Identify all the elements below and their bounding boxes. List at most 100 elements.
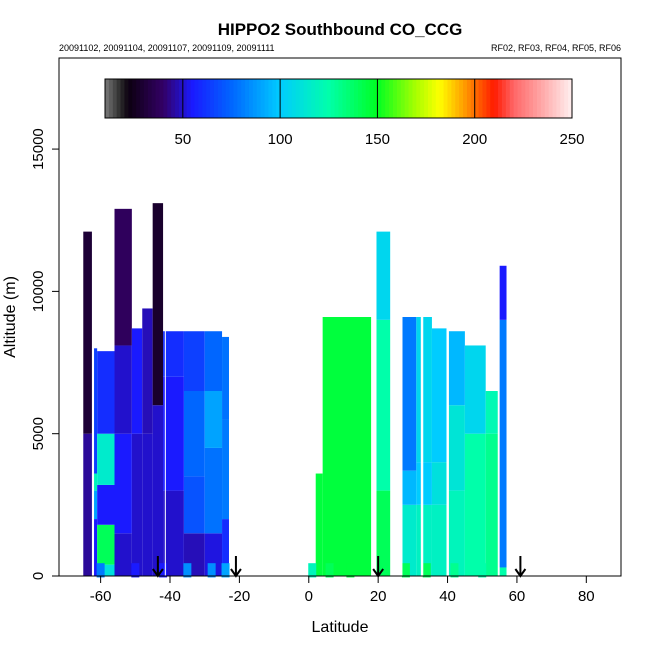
colorbar-segment-20 <box>182 79 188 118</box>
y-tick-label-1: 5000 <box>30 417 47 450</box>
curtain-cell-1-2 <box>91 473 98 491</box>
y-tick-label-2: 10000 <box>30 271 47 313</box>
colorbar-segment-11 <box>147 79 153 118</box>
curtain-cell-17-2 <box>447 331 465 406</box>
colorbar-segment-93 <box>466 79 472 118</box>
colorbar-segment-35 <box>241 79 246 118</box>
colorbar-segment-47 <box>287 79 293 118</box>
colorbar: 50 100 150 200 250 <box>104 78 585 148</box>
colorbar-segment-10 <box>143 79 149 118</box>
colorbar-segment-119 <box>568 79 573 118</box>
data-gap-4 <box>420 59 424 576</box>
colorbar-segment-28 <box>213 79 219 118</box>
curtain-cell-15-0 <box>416 504 432 576</box>
curtain-cell-15-1 <box>416 462 432 505</box>
colorbar-segment-74 <box>392 79 398 118</box>
colorbar-segment-26 <box>206 79 211 118</box>
surface-point-6 <box>308 563 317 578</box>
curtain-cell-4-1 <box>131 328 143 434</box>
colorbar-segment-100 <box>494 79 499 118</box>
colorbar-segment-95 <box>474 79 480 118</box>
colorbar-segment-87 <box>443 79 449 118</box>
colorbar-segment-65 <box>357 79 363 118</box>
curtain-cell-11-0 <box>315 473 323 576</box>
surface-point-11 <box>450 563 459 578</box>
curtain-cell-2-1 <box>97 524 115 565</box>
x-tick-label-7: 80 <box>578 588 595 605</box>
colorbar-segment-24 <box>198 79 203 118</box>
colorbar-segment-110 <box>533 79 538 118</box>
surface-point-9 <box>401 563 410 578</box>
colorbar-segment-45 <box>280 79 285 118</box>
colorbar-segment-67 <box>365 79 371 118</box>
curtain-cell-3-3 <box>114 208 132 346</box>
curtain-cell-2-0 <box>97 564 115 576</box>
colorbar-tick-label-3: 200 <box>462 131 487 148</box>
curtain-cell-1-1 <box>91 490 98 520</box>
colorbar-segment-73 <box>389 79 394 118</box>
surface-point-7 <box>325 563 334 578</box>
y-axis: 0 5000 10000 15000 <box>30 128 59 580</box>
colorbar-segment-88 <box>447 79 452 118</box>
colorbar-segment-14 <box>159 79 164 118</box>
colorbar-segment-2 <box>112 79 118 118</box>
curtain-cell-14-1 <box>402 470 417 505</box>
colorbar-segment-91 <box>459 79 464 118</box>
colorbar-segment-68 <box>369 79 375 118</box>
colorbar-segment-97 <box>482 79 487 118</box>
curtain-cell-17-0 <box>447 490 465 576</box>
curtain-cell-19-1 <box>485 391 498 434</box>
colorbar-segment-52 <box>307 79 312 118</box>
curtain-cell-15-2 <box>416 317 432 463</box>
plot-frame <box>58 57 622 577</box>
colorbar-segment-107 <box>521 79 526 118</box>
surface-point-3 <box>183 563 192 578</box>
colorbar-segment-41 <box>264 79 270 118</box>
colorbar-segment-108 <box>525 79 530 118</box>
colorbar-segment-43 <box>272 79 277 118</box>
colorbar-segment-56 <box>322 79 328 118</box>
colorbar-segment-104 <box>509 79 515 118</box>
colorbar-segment-34 <box>237 79 242 118</box>
colorbar-segment-55 <box>319 79 324 118</box>
data-gap-2 <box>371 59 377 576</box>
colorbar-segment-90 <box>455 79 460 118</box>
data-gap-3 <box>390 59 403 576</box>
colorbar-segment-78 <box>408 79 414 118</box>
colorbar-segment-8 <box>136 79 141 118</box>
colorbar-segment-38 <box>252 79 258 118</box>
curtain-cell-6-1 <box>152 203 164 406</box>
colorbar-segment-13 <box>155 79 161 118</box>
colorbar-segment-86 <box>439 79 445 118</box>
curtain-cell-6-0 <box>152 405 164 576</box>
colorbar-segment-9 <box>140 79 145 118</box>
curtain-cell-2-2 <box>97 484 115 525</box>
colorbar-segment-29 <box>217 79 223 118</box>
colorbar-segment-19 <box>178 79 184 118</box>
colorbar-segment-61 <box>342 79 347 118</box>
curtain-cell-8-3 <box>183 331 205 391</box>
colorbar-segment-54 <box>315 79 320 118</box>
x-tick-label-0: -60 <box>90 588 112 605</box>
colorbar-segment-115 <box>552 79 558 118</box>
colorbar-segment-82 <box>424 79 429 118</box>
colorbar-segment-25 <box>202 79 207 118</box>
colorbar-segment-16 <box>167 79 172 118</box>
curtain-cell-20-2 <box>499 265 507 320</box>
plot-area <box>83 59 507 578</box>
surface-point-12 <box>478 563 487 578</box>
curtain-cell-16-2 <box>431 328 448 463</box>
colorbar-tick-label-1: 100 <box>268 131 293 148</box>
colorbar-segment-36 <box>245 79 250 118</box>
colorbar-segment-53 <box>311 79 316 118</box>
curtain-cell-2-4 <box>97 351 115 434</box>
curtain-cell-9-3 <box>204 331 223 391</box>
x-tick-label-2: -20 <box>229 588 251 605</box>
curtain-cell-3-2 <box>114 345 132 434</box>
colorbar-segment-59 <box>334 79 340 118</box>
data-gap-1 <box>164 59 166 576</box>
curtain-cell-1-3 <box>91 348 98 474</box>
curtain-cell-13-2 <box>376 231 391 320</box>
colorbar-segment-66 <box>361 79 367 118</box>
